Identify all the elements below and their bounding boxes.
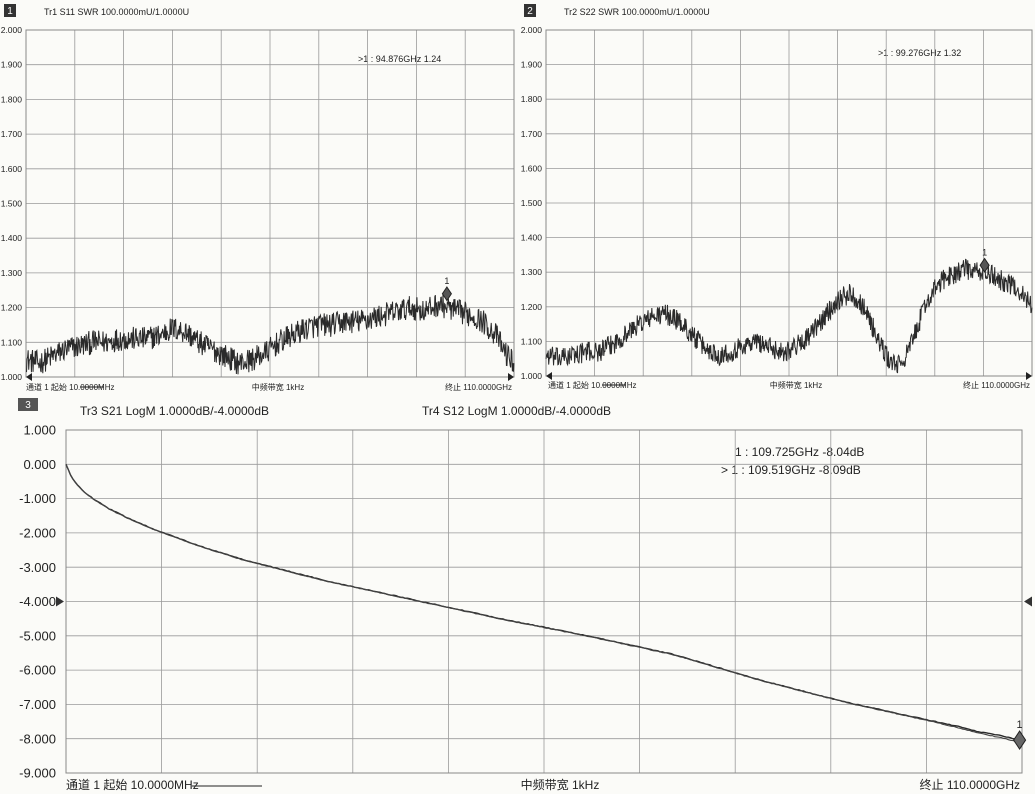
plot-frame	[25, 29, 515, 378]
panel-number: 3	[25, 400, 31, 411]
y-tick-label: -6.000	[19, 663, 56, 678]
grid	[65, 429, 1023, 774]
reference-level-left-icon	[56, 596, 64, 607]
y-tick-label: 1.600	[1, 164, 23, 174]
trace-title: Tr1 S11 SWR 100.0000mU/1.0000U	[44, 7, 189, 17]
s22-swr-chart: 2 Tr2 S22 SWR 100.0000mU/1.0000U >1 : 99…	[521, 4, 1033, 390]
footer-ifbw: 中频带宽 1kHz	[521, 777, 600, 792]
s11-swr-chart: 1 Tr1 S11 SWR 100.0000mU/1.0000U >1 : 94…	[1, 4, 515, 392]
plot-frame	[65, 429, 1023, 774]
y-tick-label: 0.000	[23, 457, 56, 472]
y-tick-label: -5.000	[19, 628, 56, 643]
reference-level-right-icon	[1024, 596, 1032, 607]
s11-swr-panel: 1 Tr1 S11 SWR 100.0000mU/1.0000U >1 : 94…	[0, 0, 516, 398]
marker-number: 1	[1017, 719, 1023, 731]
y-tick-label: 1.400	[521, 233, 543, 243]
y-axis-ticks: 1.000 0.000 -1.000 -2.000 -3.000 -4.000 -5.000…	[19, 423, 56, 781]
footer-start: 通道 1 起始 10.0000MHz	[26, 382, 114, 392]
footer-start: 通道 1 起始 10.0000MHz	[548, 380, 636, 390]
footer-stop: 终止 110.0000GHz	[963, 380, 1030, 390]
footer-ifbw: 中频带宽 1kHz	[252, 382, 304, 392]
y-tick-label: 1.000	[1, 372, 23, 382]
y-axis-ticks: 1.000 1.100 1.200 1.300 1.400 1.500 1.600 1.700…	[521, 25, 543, 381]
y-tick-label: -4.000	[19, 594, 56, 609]
s21-s12-logm-panel: 3 Tr3 S21 LogM 1.0000dB/-4.0000dB Tr4 S1…	[0, 398, 1035, 794]
marker-diamond-icon	[441, 286, 452, 302]
stop-arrow-icon	[1026, 372, 1032, 380]
y-tick-label: 1.600	[521, 163, 543, 173]
y-tick-label: 1.200	[1, 303, 23, 313]
footer-stop: 终止 110.0000GHz	[920, 777, 1021, 792]
y-tick-label: 1.200	[521, 302, 543, 312]
y-tick-label: 1.300	[521, 267, 543, 277]
marker-diamond-icon	[1013, 730, 1027, 750]
y-tick-label: 1.500	[521, 198, 543, 208]
stop-arrow-icon	[508, 373, 514, 381]
y-tick-label: 1.800	[1, 94, 23, 104]
trace-title: Tr2 S22 SWR 100.0000mU/1.0000U	[564, 7, 710, 17]
y-tick-label: 1.500	[1, 198, 23, 208]
marker-diamond-icon	[979, 257, 990, 273]
start-arrow-icon	[546, 372, 552, 380]
y-tick-label: -9.000	[19, 766, 56, 781]
s12-trace	[65, 464, 1023, 743]
s21-s12-chart: 3 Tr3 S21 LogM 1.0000dB/-4.0000dB Tr4 S1…	[18, 398, 1032, 792]
marker-readout: >1 : 94.876GHz 1.24	[358, 54, 441, 64]
marker-1[interactable]: 1	[1013, 719, 1027, 750]
panel-number-badge	[524, 4, 536, 17]
y-tick-label: 1.000	[521, 371, 543, 381]
y-tick-label: -2.000	[19, 525, 56, 540]
y-axis-ticks: 1.000 1.100 1.200 1.300 1.400 1.500 1.600 1.700…	[1, 25, 23, 382]
y-tick-label: 1.100	[1, 337, 23, 347]
panel-number: 2	[527, 6, 533, 17]
s22-swr-panel: 2 Tr2 S22 SWR 100.0000mU/1.0000U >1 : 99…	[518, 0, 1035, 398]
panel-number-badge	[4, 4, 16, 17]
start-arrow-icon	[26, 373, 32, 381]
y-tick-label: 1.100	[521, 336, 543, 346]
grid	[545, 29, 1033, 377]
s22-trace	[545, 258, 1033, 374]
y-tick-label: 1.900	[1, 60, 23, 70]
plot-frame	[545, 29, 1033, 377]
marker-readout-s12: > 1 : 109.519GHz -8.09dB	[721, 463, 861, 477]
y-tick-label: -8.000	[19, 731, 56, 746]
y-tick-label: 1.700	[521, 129, 543, 139]
y-tick-label: 2.000	[521, 25, 543, 35]
trace-title-s12: Tr4 S12 LogM 1.0000dB/-4.0000dB	[422, 404, 611, 418]
y-tick-label: 2.000	[1, 25, 23, 35]
y-tick-label: 1.900	[521, 60, 543, 70]
y-tick-label: -1.000	[19, 491, 56, 506]
grid	[25, 29, 515, 378]
y-tick-label: 1.800	[521, 94, 543, 104]
y-tick-label: 1.400	[1, 233, 23, 243]
marker-number: 1	[444, 276, 449, 286]
y-tick-label: -7.000	[19, 697, 56, 712]
trace-title-s21: Tr3 S21 LogM 1.0000dB/-4.0000dB	[80, 404, 269, 418]
footer-stop: 终止 110.0000GHz	[445, 382, 512, 392]
footer-ifbw: 中频带宽 1kHz	[770, 380, 822, 390]
y-tick-label: -3.000	[19, 560, 56, 575]
marker-number: 1	[982, 248, 987, 258]
y-tick-label: 1.300	[1, 268, 23, 278]
marker-1[interactable]: 1	[979, 248, 990, 273]
s11-trace	[25, 293, 515, 375]
marker-1[interactable]: 1	[441, 276, 452, 302]
footer-start: 通道 1 起始 10.0000MHz	[66, 778, 199, 792]
marker-readout-s21: 1 : 109.725GHz -8.04dB	[735, 445, 864, 459]
panel-number: 1	[7, 6, 13, 17]
panel-number-badge	[18, 398, 38, 411]
y-tick-label: 1.700	[1, 129, 23, 139]
y-tick-label: 1.000	[23, 423, 56, 438]
marker-readout: >1 : 99.276GHz 1.32	[878, 48, 961, 58]
